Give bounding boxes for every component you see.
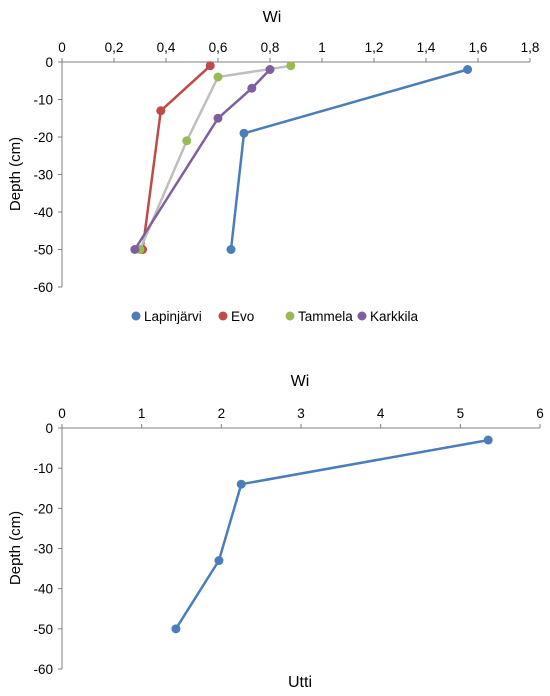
chart-2-x-tick-label: 1 — [138, 406, 146, 421]
chart-1-x-tick-label: 1,8 — [521, 40, 540, 55]
chart-1-series — [130, 61, 473, 254]
legend-label-evo: Evo — [231, 309, 254, 324]
data-point-lapinj-rvi — [239, 128, 249, 138]
chart-2-x-tick-label: 5 — [457, 406, 465, 421]
data-point-evo — [205, 61, 215, 71]
chart-2-series — [171, 435, 493, 634]
data-point-lapinj-rvi — [463, 65, 473, 74]
chart-1-y-tick-label: -60 — [33, 280, 53, 295]
data-point-karkkila — [213, 113, 223, 123]
chart-2-x-tick-label: 2 — [218, 406, 226, 421]
chart-2-x-tick-label: 0 — [58, 406, 66, 421]
chart-1-y-tick-label: 0 — [45, 55, 53, 70]
chart-2-x-tick-label: 3 — [297, 406, 305, 421]
chart-1-x-tick-label: 1,6 — [469, 40, 488, 55]
chart-1-x-tick-label: 0,2 — [105, 40, 124, 55]
chart-1-axes: 0 0,2 0,4 0,6 0,8 1 1,2 1,4 1,6 1,8 0 -10 -20 -30 -40 -… — [33, 40, 539, 295]
chart-2-axes: 0 1 2 3 4 5 6 0 -10 -20 -30 -40 -50 -60 — [33, 406, 543, 677]
chart-1-x-tick-label: 0,6 — [209, 40, 228, 55]
chart-2-x-tick-label: 4 — [377, 406, 385, 421]
chart-1-y-tick-label: -50 — [33, 243, 53, 258]
chart-2-y-tick-label: 0 — [45, 421, 53, 436]
chart-2-y-axis-label: Depth (cm) — [7, 511, 24, 585]
chart-1-x-tick-label: 1,4 — [417, 40, 436, 55]
chart-2-y-tick-label: -20 — [33, 501, 53, 516]
chart-2-y-tick-label: -50 — [33, 622, 53, 637]
data-point-tammela — [213, 72, 223, 82]
data-point-utti — [171, 624, 181, 634]
chart-2-y-tick-label: -10 — [33, 461, 53, 476]
legend-label-lapinj-rvi: Lapinjärvi — [144, 309, 202, 324]
chart-1: Wi Depth (cm) 0 0,2 0,4 0,6 0,8 1 1,2 1,4 1,6 1,8… — [7, 9, 539, 324]
legend-marker-tammela — [285, 311, 295, 321]
chart-1-legend: Lapinjärvi Evo Tammela Karkkila — [131, 309, 419, 324]
data-point-utti — [236, 479, 246, 489]
chart-1-y-tick-label: -40 — [33, 205, 53, 220]
chart-1-y-tick-label: -30 — [33, 168, 53, 183]
chart-1-x-tick-label: 0,4 — [157, 40, 176, 55]
chart-2-x-tick-label: 6 — [536, 406, 544, 421]
data-point-karkkila — [265, 65, 275, 74]
data-point-utti — [214, 556, 224, 566]
legend-label-karkkila: Karkkila — [370, 309, 419, 324]
data-point-utti — [483, 435, 493, 445]
data-point-tammela — [182, 136, 192, 146]
chart-1-y-tick-label: -20 — [33, 130, 53, 145]
chart-1-x-tick-label: 1,2 — [365, 40, 384, 55]
legend-label-tammela: Tammela — [298, 309, 353, 324]
series-line-karkkila — [133, 68, 271, 251]
data-point-lapinj-rvi — [226, 245, 236, 254]
chart-2-title: Wi — [291, 373, 310, 390]
chart-2-y-tick-label: -30 — [33, 542, 53, 557]
chart-2: Wi Depth (cm) 0 1 2 3 4 5 6 0 -10 -20 -30 -40 -50 -60… — [7, 373, 544, 691]
legend-marker-lapinj-rvi — [131, 311, 141, 321]
chart-1-x-tick-label: 0 — [58, 40, 66, 55]
chart-1-x-tick-label: 1 — [318, 40, 326, 55]
chart-2-series-label: Utti — [288, 674, 312, 691]
series-line-tammela — [138, 64, 291, 250]
series-line-lapinj-rvi — [229, 68, 468, 250]
data-point-karkkila — [247, 83, 257, 93]
chart-2-y-tick-label: -40 — [33, 582, 53, 597]
chart-1-title: Wi — [263, 9, 282, 26]
chart-2-y-tick-label: -60 — [33, 662, 53, 677]
legend-marker-karkkila — [357, 311, 367, 321]
data-point-karkkila — [130, 245, 140, 254]
chart-1-y-axis-label: Depth (cm) — [7, 137, 24, 211]
data-point-evo — [156, 106, 166, 116]
chart-1-y-tick-label: -10 — [33, 93, 53, 108]
data-point-tammela — [286, 61, 296, 71]
chart-1-x-tick-label: 0,8 — [261, 40, 280, 55]
series-line-utti — [174, 438, 489, 630]
legend-marker-evo — [218, 311, 228, 321]
